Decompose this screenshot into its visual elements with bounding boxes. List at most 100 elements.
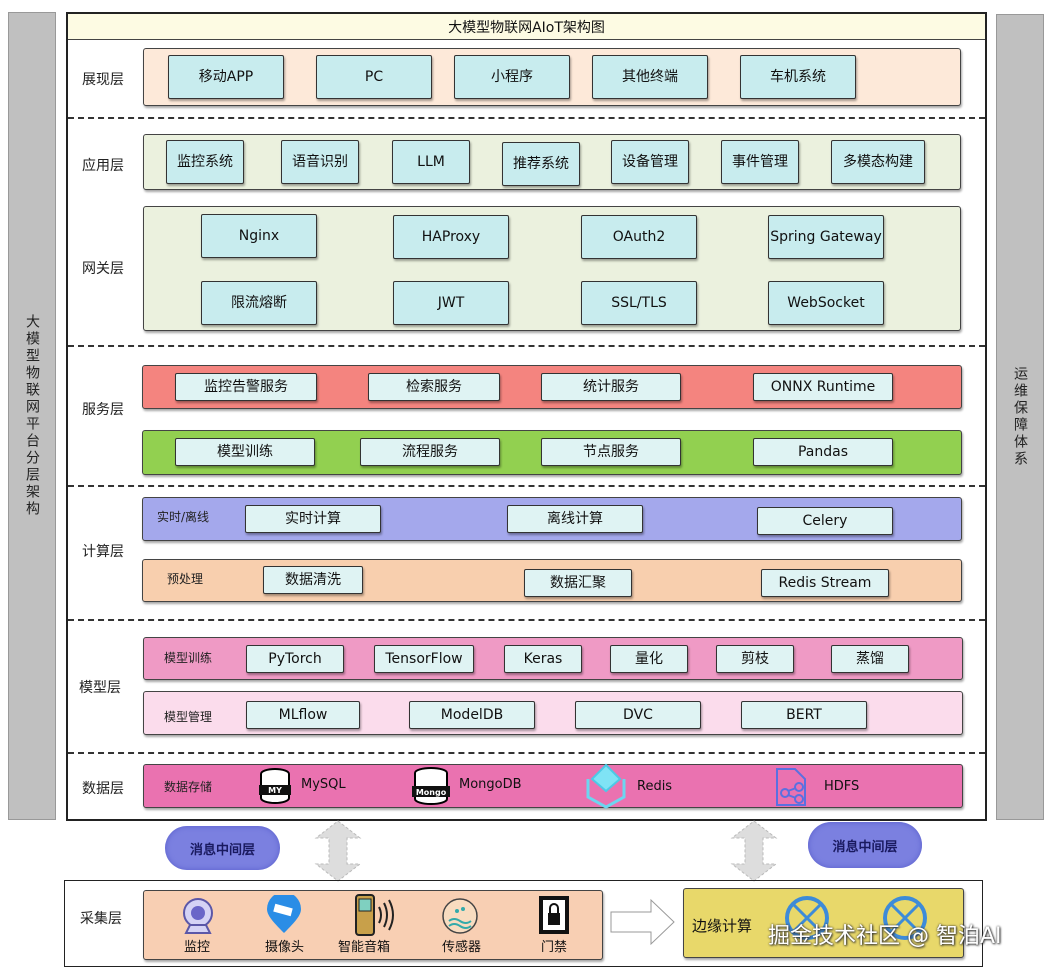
item-oauth2: OAuth2 [581, 215, 697, 259]
item-recommend-system: 推荐系统 [502, 142, 580, 186]
sub-label-model-training: 模型训练 [164, 651, 213, 665]
collection-item-camera: 摄像头 [265, 940, 305, 955]
camera-icon [264, 895, 304, 935]
collection-item-smart-speaker: 智能音箱 [338, 940, 391, 955]
item-pruning: 剪枝 [716, 645, 794, 673]
sub-label-data-storage: 数据存储 [164, 780, 213, 794]
item-nginx: Nginx [201, 214, 317, 258]
item-spring-gateway: Spring Gateway [768, 215, 884, 259]
item-multimodal: 多模态构建 [831, 140, 925, 184]
mysql-badge: MY [268, 786, 282, 795]
left-platform-bar: 大模型物联网平台分层架构 [8, 12, 56, 820]
mysql-icon: MY [257, 768, 293, 804]
item-mobile-app: 移动APP [168, 55, 284, 99]
collection-frame [64, 880, 983, 967]
item-speech-recognition: 语音识别 [281, 140, 359, 184]
diagram-title: 大模型物联网AIoT架构图 [68, 14, 985, 40]
item-device-management: 设备管理 [611, 140, 689, 184]
item-stats-service: 统计服务 [541, 373, 681, 401]
double-arrow-right [730, 820, 778, 882]
divider [68, 485, 985, 487]
item-pytorch: PyTorch [246, 645, 344, 673]
item-quantization: 量化 [610, 645, 688, 673]
item-data-aggregation: 数据汇聚 [524, 569, 632, 597]
item-celery: Celery [757, 507, 893, 535]
item-mini-program: 小程序 [454, 55, 570, 99]
edge-compute-label: 边缘计算 [692, 917, 753, 935]
item-dvc: DVC [575, 701, 701, 729]
item-pandas: Pandas [753, 438, 893, 466]
hdfs-icon [771, 767, 811, 807]
item-tensorflow: TensorFlow [374, 645, 474, 673]
item-onnx-runtime: ONNX Runtime [753, 373, 893, 401]
item-data-cleaning: 数据清洗 [263, 566, 363, 594]
item-realtime-compute: 实时计算 [245, 505, 381, 533]
collection-item-access-control: 门禁 [541, 940, 568, 955]
collection-item-monitor: 监控 [184, 940, 211, 955]
right-bar-label: 运维保障体系 [1012, 366, 1028, 468]
divider [68, 345, 985, 347]
item-car-system: 车机系统 [740, 55, 856, 99]
divider [68, 117, 985, 119]
monitor-icon [180, 897, 216, 937]
collection-band: 监控 摄像头 智能音箱 传感器 门禁 [143, 890, 603, 960]
model-band-training: 模型训练 PyTorch TensorFlow Keras 量化 剪枝 蒸馏 [143, 637, 963, 680]
compute-band-realtime: 实时/离线 实时计算 离线计算 Celery [142, 497, 962, 541]
item-node-service: 节点服务 [541, 438, 681, 466]
redis-icon [584, 763, 628, 809]
gateway-band: Nginx HAProxy OAuth2 Spring Gateway 限流熔断… [143, 206, 961, 331]
service-band-1: 监控告警服务 检索服务 统计服务 ONNX Runtime [142, 365, 962, 409]
service-band-2: 模型训练 流程服务 节点服务 Pandas [142, 430, 962, 475]
layer-label-collection: 采集层 [80, 911, 122, 927]
cloud-message-middleware-left: 消息中间层 [165, 826, 280, 870]
double-arrow-left [314, 820, 362, 882]
arrow-to-edge [610, 898, 675, 946]
smart-speaker-icon [352, 893, 398, 937]
data-item-redis: Redis [637, 779, 673, 794]
item-haproxy: HAProxy [393, 215, 509, 259]
item-pc: PC [316, 55, 432, 99]
item-modeldb: ModelDB [409, 701, 535, 729]
mongo-badge: Mongo [416, 788, 447, 797]
main-frame [66, 12, 987, 821]
item-rate-limit: 限流熔断 [201, 281, 317, 325]
data-band: 数据存储 MY MySQL Mongo MongoDB Redis HDFS [143, 763, 963, 809]
sub-label-model-management: 模型管理 [164, 710, 213, 724]
edge-compute-band: 边缘计算 [683, 888, 964, 958]
layer-label-application: 应用层 [82, 158, 124, 174]
layer-label-model: 模型层 [79, 680, 121, 696]
item-monitor-system: 监控系统 [166, 140, 244, 184]
sub-label-realtime-offline: 实时/离线 [157, 510, 210, 524]
item-flow-service: 流程服务 [360, 438, 500, 466]
left-bar-label: 大模型物联网平台分层架构 [24, 314, 40, 518]
data-item-hdfs: HDFS [824, 779, 860, 794]
item-event-management: 事件管理 [721, 140, 799, 184]
divider [68, 619, 985, 621]
access-control-icon [538, 895, 570, 935]
layer-label-service: 服务层 [82, 402, 124, 418]
divider [68, 752, 985, 754]
sensor-icon [441, 897, 479, 935]
mongodb-icon: Mongo [410, 767, 452, 805]
item-redis-stream: Redis Stream [761, 569, 889, 597]
presentation-band: 移动APP PC 小程序 其他终端 车机系统 [143, 48, 961, 106]
compute-band-preprocess: 预处理 数据清洗 数据汇聚 Redis Stream [142, 559, 962, 602]
item-ssl-tls: SSL/TLS [581, 281, 697, 325]
item-mlflow: MLflow [246, 701, 360, 729]
cloud-message-middleware-right: 消息中间层 [808, 822, 922, 868]
right-ops-bar: 运维保障体系 [996, 14, 1044, 820]
item-other-terminal: 其他终端 [592, 55, 708, 99]
sub-label-preprocess: 预处理 [167, 572, 204, 586]
item-keras: Keras [504, 645, 582, 673]
item-search-service: 检索服务 [368, 373, 500, 401]
edge-node-icon [785, 896, 829, 940]
layer-label-presentation: 展现层 [82, 72, 124, 88]
item-llm: LLM [392, 140, 470, 184]
application-band: 监控系统 语音识别 LLM 推荐系统 设备管理 事件管理 多模态构建 [143, 134, 961, 190]
layer-label-data: 数据层 [82, 781, 124, 797]
layer-label-gateway: 网关层 [82, 261, 124, 277]
item-bert: BERT [741, 701, 867, 729]
model-band-management: 模型管理 MLflow ModelDB DVC BERT [143, 691, 963, 735]
data-item-mongodb: MongoDB [459, 777, 522, 792]
watermark: 掘金技术社区 @ 智泊AI [768, 924, 1002, 949]
